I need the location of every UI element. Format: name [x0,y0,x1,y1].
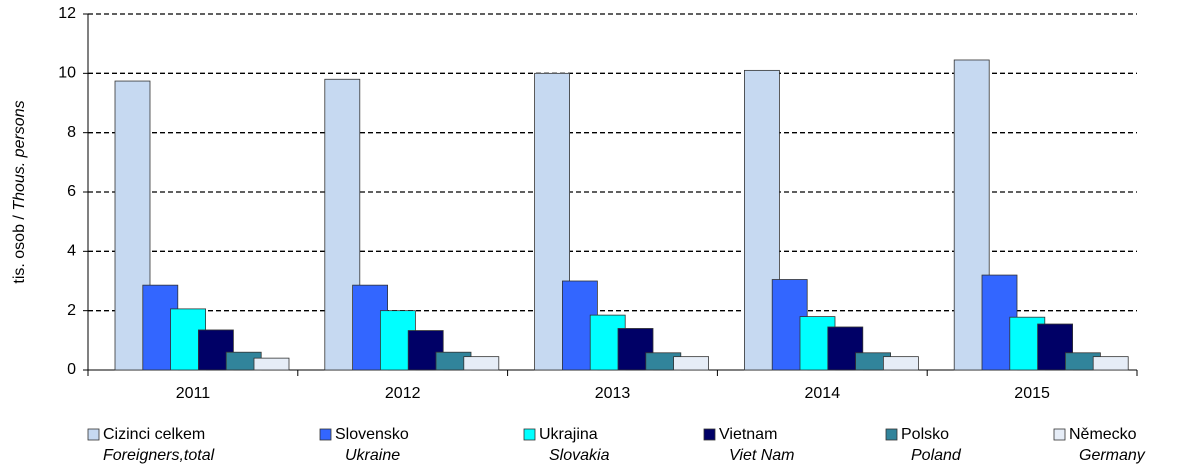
legend-swatch [885,428,898,441]
legend-swatch [523,428,536,441]
legend-label: Slovensko [335,426,409,443]
legend-swatch [87,428,100,441]
legend-label-en: Foreigners,total [103,447,215,464]
legend-swatch [703,428,716,441]
x-tick-label: 2011 [176,385,211,402]
legend-label: Polsko [901,426,949,443]
y-axis-label: tis. osob / Thous. persons [11,100,28,283]
y-tick-label: 12 [58,5,76,22]
legend-label-en: Germany [1079,447,1146,464]
legend-label-en: Ukraine [345,447,400,464]
legend-label: Ukrajina [539,426,598,443]
legend-label: Vietnam [719,426,777,443]
legend-swatch [1053,428,1066,441]
y-tick-label: 10 [58,65,76,82]
x-tick-label: 2013 [595,385,631,402]
legend-label-en: Viet Nam [729,447,795,464]
bar [1092,356,1129,371]
legend-label: Cizinci celkem [103,426,205,443]
x-tick-label: 2012 [385,385,421,402]
y-tick-label: 0 [67,361,76,378]
legend-swatch [319,428,332,441]
legend-label: Německo [1069,426,1137,443]
y-axis-label-en: Thous. persons [11,100,28,210]
y-tick-label: 2 [67,302,76,319]
bar [673,356,709,371]
y-axis-label-cz: tis. osob / [11,215,28,284]
bar [883,356,919,371]
bar [253,357,290,371]
x-tick-label: 2015 [1014,385,1050,402]
y-tick-label: 6 [67,183,76,200]
legend-label-en: Poland [911,447,962,464]
legend-label-en: Slovakia [549,447,610,464]
y-tick-label: 8 [67,124,76,141]
bar [463,356,500,371]
x-tick-label: 2014 [805,385,841,402]
bar [407,330,444,371]
y-tick-label: 4 [67,243,76,260]
